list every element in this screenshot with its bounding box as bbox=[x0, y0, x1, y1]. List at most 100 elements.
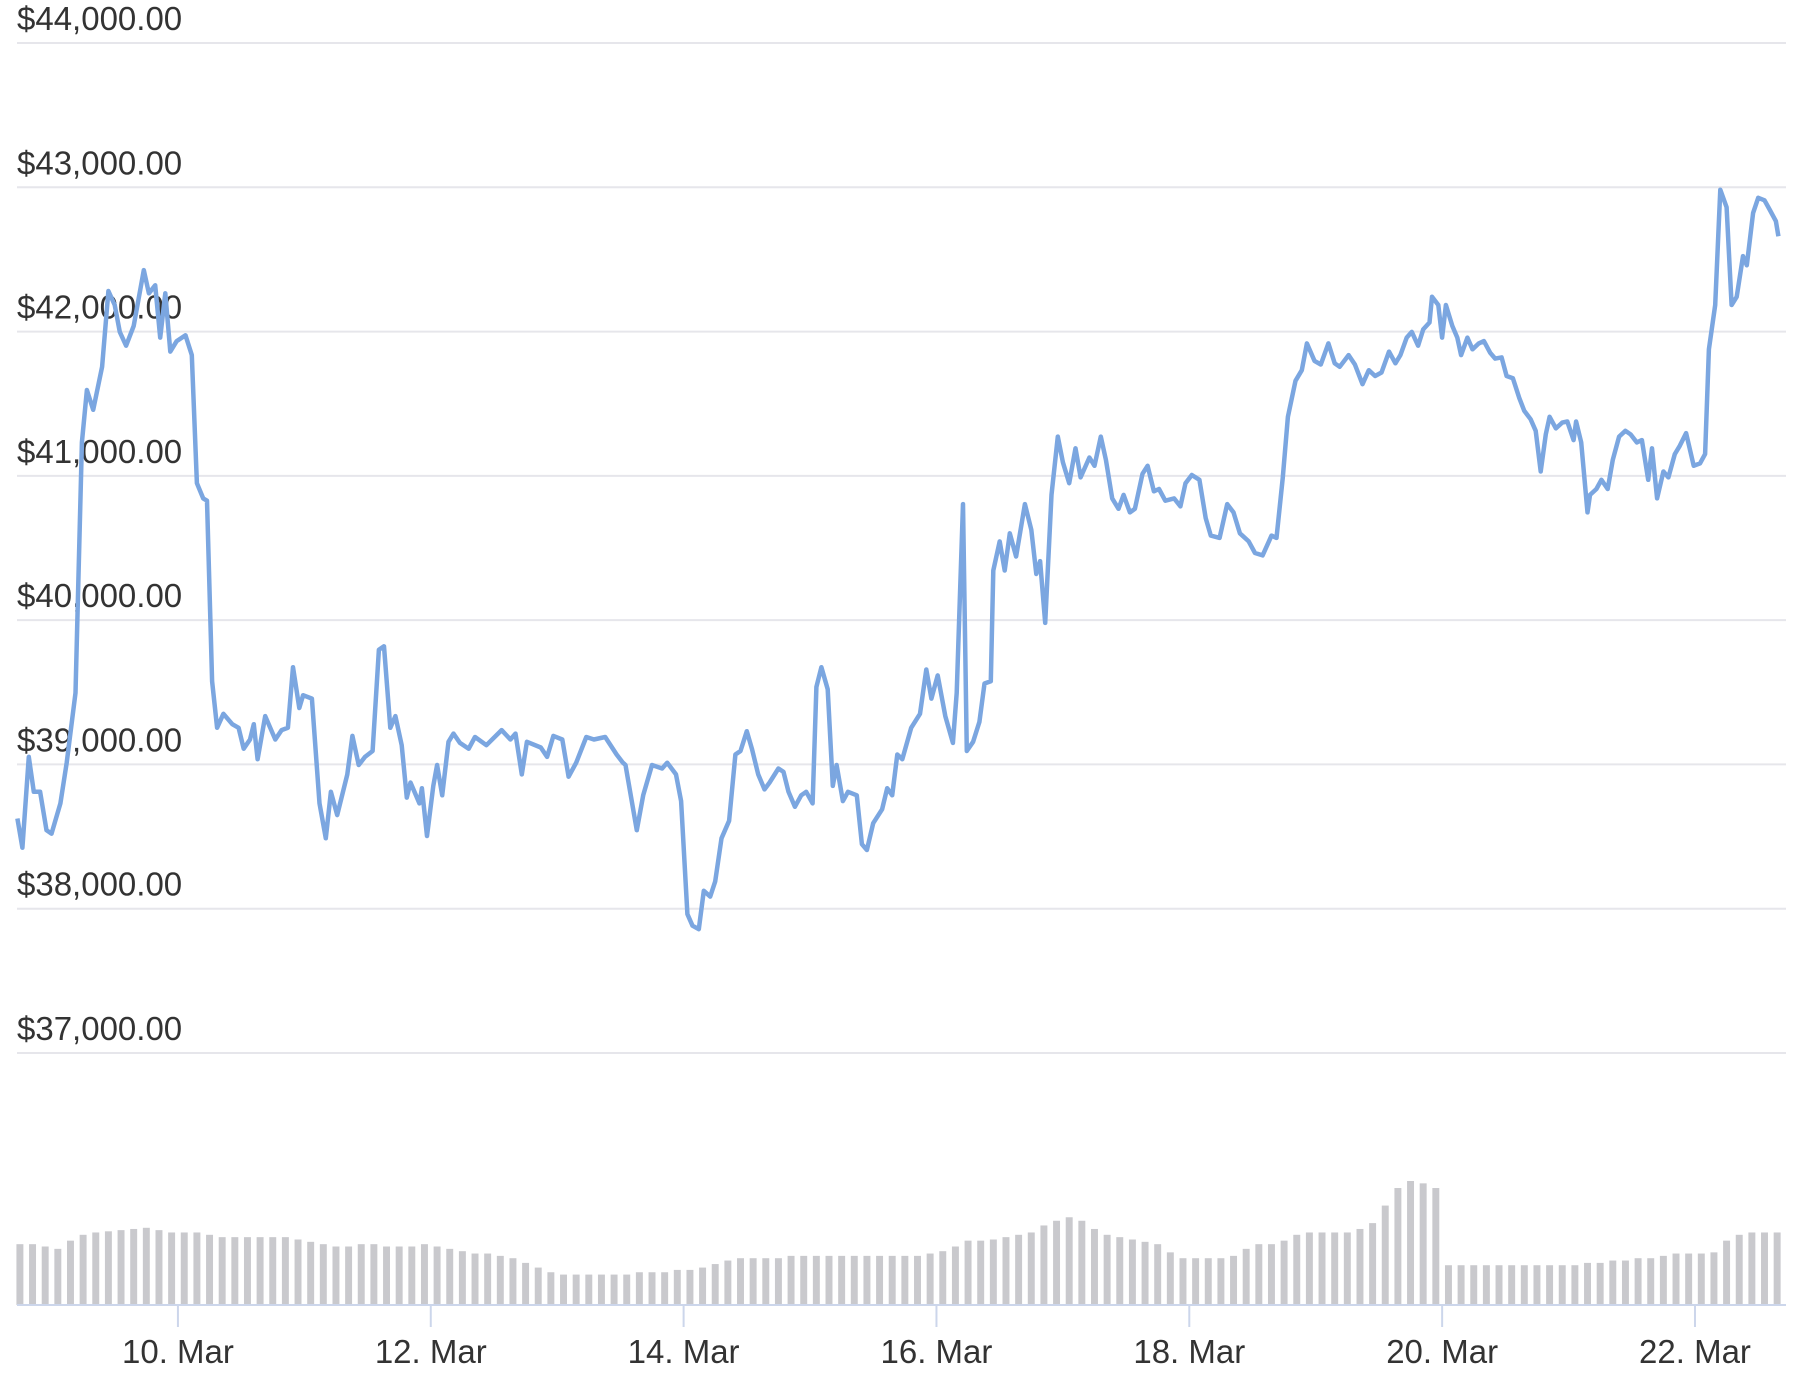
y-tick-label: $37,000.00 bbox=[17, 1010, 182, 1047]
volume-bar bbox=[1710, 1252, 1718, 1305]
volume-bar bbox=[142, 1227, 150, 1305]
volume-bar bbox=[1444, 1265, 1452, 1305]
volume-bar bbox=[345, 1246, 353, 1305]
volume-bar bbox=[193, 1232, 201, 1305]
volume-bar bbox=[1091, 1228, 1098, 1305]
volume-bar bbox=[547, 1272, 555, 1305]
x-tick-label: 18. Mar bbox=[1133, 1333, 1245, 1370]
volume-bar bbox=[1508, 1265, 1516, 1305]
volume-bar bbox=[1748, 1232, 1756, 1305]
volume-bar bbox=[1293, 1234, 1301, 1305]
volume-bar bbox=[1457, 1265, 1465, 1305]
volume-bar bbox=[1002, 1237, 1010, 1305]
volume-bar bbox=[787, 1255, 795, 1305]
volume-bar bbox=[1217, 1258, 1225, 1305]
x-tick-label: 12. Mar bbox=[375, 1333, 487, 1370]
volume-bar bbox=[1053, 1220, 1061, 1305]
volume-bar bbox=[446, 1248, 454, 1305]
volume-bar bbox=[1040, 1225, 1048, 1305]
volume-bar bbox=[256, 1237, 264, 1305]
volume-bar bbox=[534, 1267, 542, 1305]
volume-bar bbox=[951, 1246, 959, 1305]
volume-bar bbox=[597, 1274, 605, 1305]
volume-bar bbox=[1659, 1255, 1667, 1305]
volume-bar bbox=[1584, 1262, 1591, 1305]
volume-bar bbox=[1596, 1262, 1604, 1305]
x-tick-label: 14. Mar bbox=[628, 1333, 740, 1370]
volume-bar bbox=[661, 1272, 669, 1305]
volume-bar bbox=[863, 1255, 871, 1305]
volume-bar bbox=[79, 1234, 87, 1305]
volume-bar bbox=[648, 1272, 656, 1305]
volume-bar bbox=[1407, 1181, 1415, 1305]
y-tick-label: $44,000.00 bbox=[17, 0, 182, 37]
volume-bar bbox=[876, 1255, 884, 1305]
volume-bar bbox=[1621, 1260, 1629, 1305]
y-tick-label: $39,000.00 bbox=[17, 721, 182, 758]
volume-bar bbox=[572, 1274, 580, 1305]
volume-bar bbox=[1634, 1258, 1642, 1305]
volume-bar bbox=[1697, 1253, 1705, 1305]
volume-bar bbox=[1495, 1265, 1503, 1305]
volume-bar bbox=[989, 1239, 997, 1305]
volume-bar bbox=[1166, 1252, 1174, 1305]
y-tick-label: $41,000.00 bbox=[17, 433, 182, 470]
volume-bar bbox=[1369, 1223, 1377, 1305]
volume-bar bbox=[155, 1230, 163, 1305]
volume-bar bbox=[1192, 1258, 1200, 1305]
volume-bar bbox=[1141, 1241, 1149, 1305]
volume-bar bbox=[1761, 1232, 1768, 1305]
volume-bar bbox=[1735, 1234, 1743, 1305]
volume-bar bbox=[737, 1258, 744, 1305]
volume-bar bbox=[939, 1251, 947, 1305]
volume-bar bbox=[977, 1240, 985, 1305]
volume-bar bbox=[383, 1246, 391, 1305]
volume-bar bbox=[686, 1269, 694, 1305]
volume-bar bbox=[41, 1246, 49, 1305]
volume-bar bbox=[357, 1244, 365, 1305]
volume-bar bbox=[1546, 1265, 1554, 1305]
volume-bar bbox=[1381, 1205, 1389, 1305]
volume-bar bbox=[1647, 1258, 1655, 1305]
volume-bar bbox=[711, 1264, 719, 1305]
volume-bar bbox=[1267, 1244, 1275, 1305]
volume-bar bbox=[1242, 1248, 1250, 1305]
volume-bar bbox=[231, 1237, 239, 1305]
volume-bar bbox=[1571, 1265, 1579, 1305]
volume-bar bbox=[16, 1244, 24, 1305]
volume-bar bbox=[1154, 1244, 1162, 1305]
volume-bar bbox=[92, 1232, 100, 1305]
volume-bar bbox=[800, 1255, 808, 1305]
x-tick-label: 20. Mar bbox=[1386, 1333, 1498, 1370]
y-tick-label: $38,000.00 bbox=[17, 866, 182, 903]
volume-bar bbox=[1280, 1240, 1288, 1305]
volume-bar bbox=[281, 1237, 289, 1305]
volume-bar bbox=[294, 1239, 302, 1305]
x-tick-label: 22. Mar bbox=[1639, 1333, 1751, 1370]
volume-bar bbox=[243, 1237, 251, 1305]
volume-bar bbox=[1723, 1240, 1731, 1305]
volume-bar bbox=[471, 1253, 479, 1305]
volume-bar bbox=[1343, 1232, 1351, 1305]
volume-bar bbox=[850, 1255, 858, 1305]
volume-bar bbox=[29, 1244, 37, 1305]
volume-bar bbox=[484, 1253, 492, 1305]
volume-bar bbox=[1470, 1265, 1478, 1305]
price-line bbox=[15, 187, 1781, 932]
volume-bar bbox=[104, 1231, 112, 1305]
volume-bar bbox=[585, 1274, 593, 1305]
volume-bar bbox=[560, 1274, 567, 1305]
volume-bar bbox=[332, 1246, 340, 1305]
volume-bar bbox=[635, 1272, 643, 1305]
volume-bar bbox=[54, 1248, 62, 1305]
volume-bar bbox=[1419, 1183, 1427, 1305]
volume-bar bbox=[1609, 1260, 1617, 1305]
volume-bar bbox=[1394, 1188, 1402, 1305]
volume-bar bbox=[1672, 1253, 1680, 1305]
volume-bar bbox=[673, 1269, 681, 1305]
volume-bar bbox=[218, 1237, 226, 1305]
volume-bar bbox=[1230, 1255, 1238, 1305]
volume-bar bbox=[307, 1241, 315, 1305]
volume-bar bbox=[408, 1246, 416, 1305]
volume-bar bbox=[1078, 1220, 1086, 1305]
